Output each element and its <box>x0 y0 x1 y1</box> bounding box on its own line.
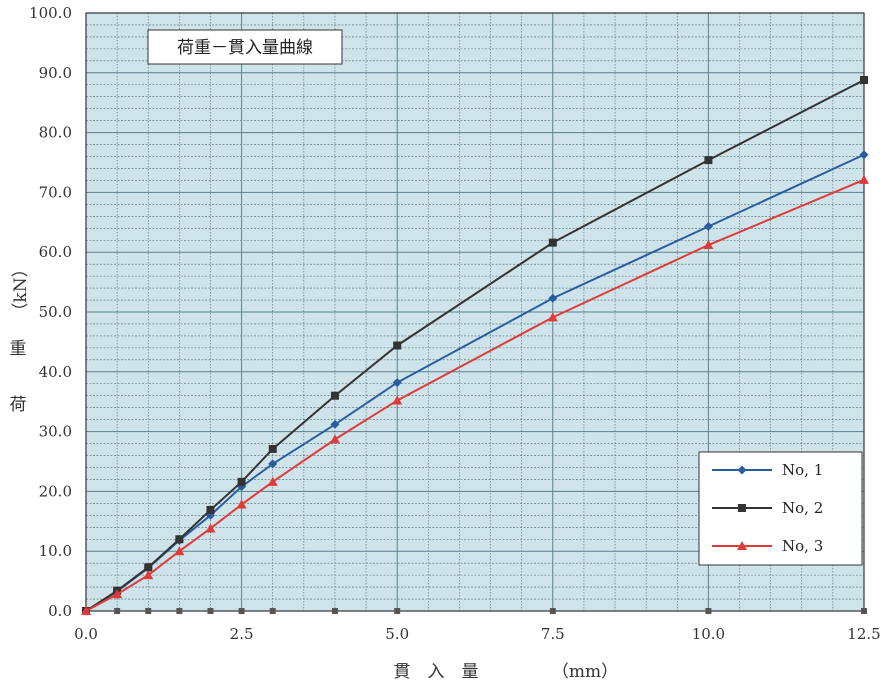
series-group <box>81 75 869 616</box>
series-point <box>548 238 557 247</box>
series-line <box>85 79 865 612</box>
series-point <box>859 150 869 160</box>
zero-line-marker <box>269 608 276 614</box>
legend-marker <box>737 465 747 475</box>
legend-marker <box>738 504 746 512</box>
legend-item: No, 3 <box>712 537 823 555</box>
zero-line-marker <box>114 608 121 614</box>
zero-line-marker <box>176 608 183 614</box>
series-point <box>860 75 868 84</box>
legend-marker <box>737 541 747 550</box>
series-3 <box>81 174 869 615</box>
chart-title-box: 荷重－貫入量曲線 <box>147 29 343 65</box>
series-point <box>547 312 558 322</box>
zero-line-marker <box>705 608 712 614</box>
legend-label: No, 2 <box>782 499 823 517</box>
plot-frame <box>85 12 865 612</box>
zero-line-marker <box>331 608 338 614</box>
minor-grid <box>86 13 864 611</box>
zero-line-marker <box>238 608 245 614</box>
x-tick-label: 12.5 <box>847 625 880 643</box>
series-point <box>268 459 278 469</box>
y-tick-label: 60.0 <box>39 243 72 261</box>
y-tick-label: 90.0 <box>39 64 72 82</box>
y-tick-label: 30.0 <box>39 423 72 441</box>
series-line <box>85 178 865 612</box>
series-point <box>236 499 247 509</box>
series-point <box>329 434 340 444</box>
zero-line-marker <box>207 608 214 614</box>
y-axis-char-1: 荷 <box>10 395 27 415</box>
series-point <box>393 341 402 350</box>
series-point <box>392 395 403 405</box>
series-point <box>859 174 869 184</box>
x-tick-label: 10.0 <box>692 625 725 643</box>
y-tick-label: 80.0 <box>39 124 72 142</box>
y-axis-char-2: 重 <box>10 339 27 359</box>
x-tick-label: 0.0 <box>74 625 98 643</box>
series-point <box>548 293 558 303</box>
x-axis-title: 貫 入 量 <box>394 662 479 682</box>
series-point <box>703 221 713 231</box>
legend-label: No, 1 <box>782 461 823 479</box>
legend-item: No, 1 <box>712 461 823 479</box>
x-tick-label: 5.0 <box>385 625 409 643</box>
series-2 <box>82 75 868 615</box>
chart-title: 荷重－貫入量曲線 <box>177 38 313 58</box>
y-tick-labels: 0.0 10.0 20.0 30.0 40.0 50.0 60.0 70.0 80.0 90.0 1… <box>29 4 72 620</box>
y-tick-label: 10.0 <box>39 542 72 560</box>
legend-label: No, 3 <box>782 537 823 555</box>
zero-line-marker <box>861 608 867 614</box>
series-point <box>144 563 153 572</box>
series-point <box>205 523 216 533</box>
zero-line-marker <box>549 608 556 614</box>
series-point <box>174 546 185 556</box>
legend-item: No, 2 <box>712 499 823 517</box>
zero-line-marker <box>394 608 401 614</box>
series-point <box>703 240 714 250</box>
series-point <box>237 477 246 486</box>
series-point <box>330 391 339 400</box>
x-tick-labels: 0.0 2.5 5.0 7.5 10.0 12.5 <box>74 625 881 643</box>
series-point <box>392 378 402 388</box>
series-point <box>267 476 278 486</box>
y-tick-label: 100.0 <box>29 4 72 22</box>
zero-line-markers <box>83 608 867 614</box>
y-tick-label: 0.0 <box>48 602 72 620</box>
series-point <box>81 606 91 615</box>
zero-line-marker <box>145 608 152 614</box>
legend: No, 1 No, 2 No, 3 <box>698 451 863 566</box>
x-axis-unit: （mm） <box>552 662 618 682</box>
series-point <box>175 535 184 544</box>
series-point <box>268 444 277 453</box>
series-point <box>206 505 215 514</box>
series-point <box>330 419 340 429</box>
series-point <box>143 570 154 580</box>
series-point <box>704 156 713 165</box>
series-point <box>112 589 123 599</box>
x-tick-label: 7.5 <box>541 625 565 643</box>
y-tick-label: 20.0 <box>39 482 72 500</box>
y-tick-label: 70.0 <box>39 183 72 201</box>
y-axis-unit: （kN） <box>11 260 31 319</box>
y-tick-label: 50.0 <box>39 303 72 321</box>
y-tick-label: 40.0 <box>39 363 72 381</box>
x-tick-label: 2.5 <box>230 625 254 643</box>
